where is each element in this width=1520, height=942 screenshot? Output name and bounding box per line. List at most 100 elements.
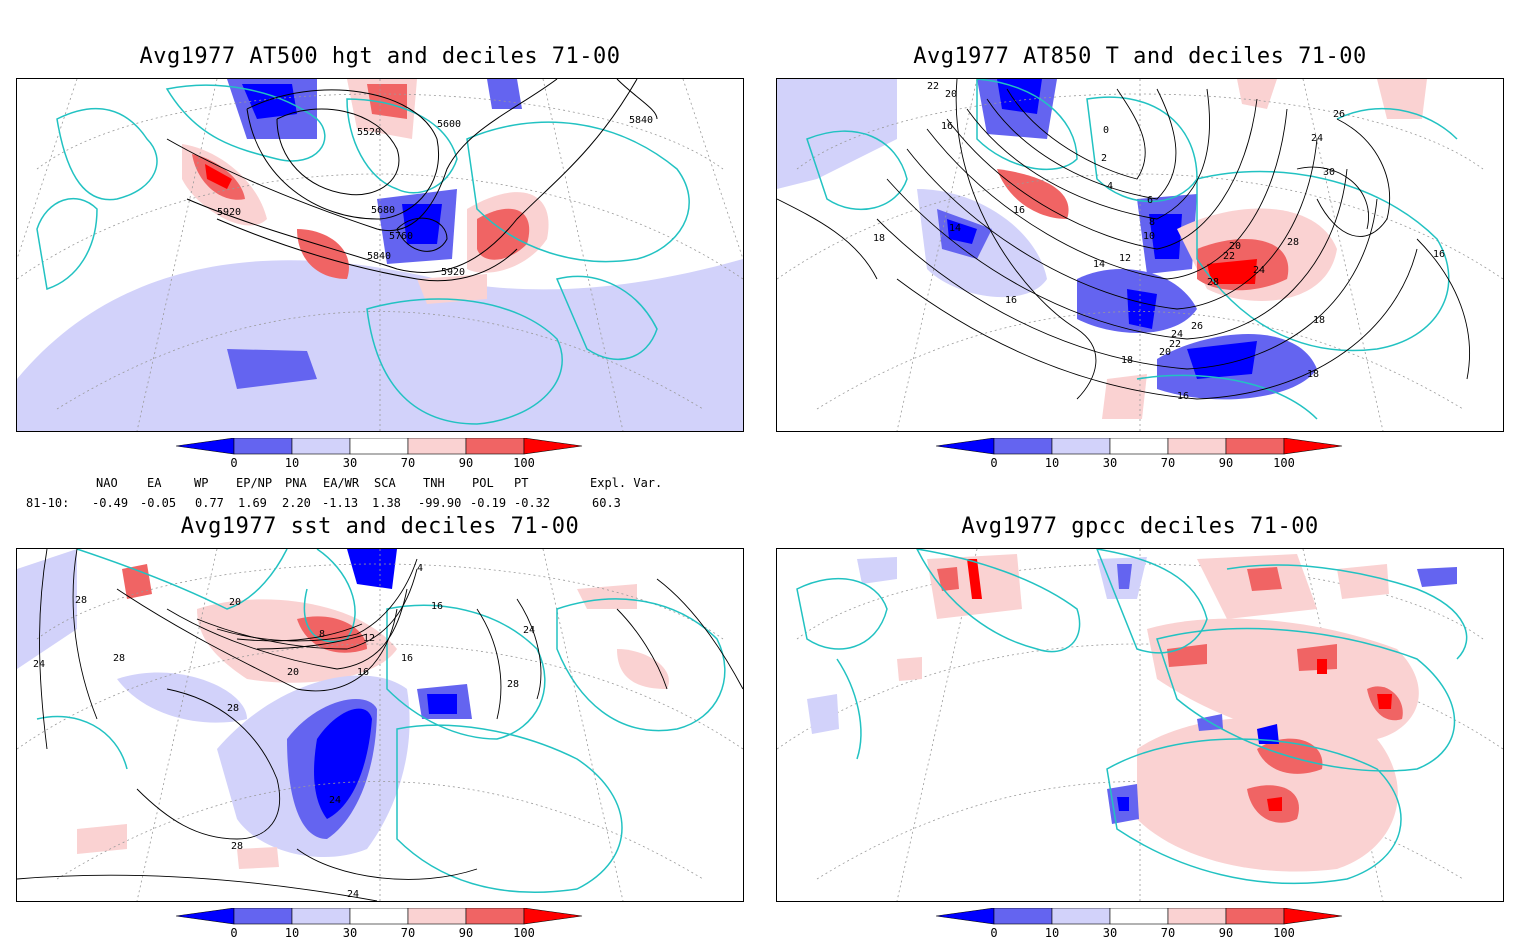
colorbar-tick: 30 <box>343 456 357 468</box>
coastlines <box>36 84 690 425</box>
panel-title-gpcc: Avg1977 gpcc deciles 71-00 <box>961 514 1319 539</box>
colorbar-tick: 90 <box>459 926 473 938</box>
contour-label: 5920 <box>441 267 465 278</box>
contour-label: 10 <box>1143 231 1155 242</box>
panel-title-t850: Avg1977 AT850 T and deciles 71-00 <box>913 44 1367 69</box>
contour-label: 16 <box>431 601 443 612</box>
contour-label: 5840 <box>367 251 391 262</box>
contour-label: 5600 <box>437 119 461 130</box>
contour-label: 22 <box>1223 251 1235 262</box>
colorbar-tick: 30 <box>1103 926 1117 938</box>
index-header: SCA <box>374 476 396 490</box>
contour-label: 18 <box>1307 369 1319 380</box>
colorbar-tick: 10 <box>285 456 299 468</box>
contour-label: 14 <box>949 223 961 234</box>
index-value: 2.20 <box>282 496 311 510</box>
contour-label: 28 <box>1287 237 1299 248</box>
contour-label: 16 <box>357 667 369 678</box>
contour-label: 4 <box>417 563 423 574</box>
precip-decile-shading <box>807 554 1457 872</box>
index-header: EA <box>147 476 162 490</box>
contour-label: 28 <box>1207 277 1219 288</box>
contour-label: 5680 <box>371 205 395 216</box>
index-value: -1.13 <box>322 496 359 510</box>
contour-label: 12 <box>363 633 375 644</box>
colorbar-left-top: 0 10 30 70 90 100 <box>175 437 586 470</box>
contour-label: 16 <box>941 121 953 132</box>
contour-label: 5840 <box>629 115 653 126</box>
contour-label: 28 <box>231 841 243 852</box>
graticule <box>17 79 743 431</box>
index-value: -0.19 <box>470 496 507 510</box>
decile-shading <box>17 549 669 869</box>
index-value: -0.32 <box>514 496 551 510</box>
colorbar-tick: 30 <box>1103 456 1117 468</box>
colorbar-tick: 70 <box>1161 926 1175 938</box>
contour-label: 5520 <box>357 127 381 138</box>
contour-label: 8 <box>319 629 325 640</box>
contour-label: 20 <box>945 89 957 100</box>
panel-title-hgt500: Avg1977 AT500 hgt and deciles 71-00 <box>139 44 621 69</box>
contour-label: 28 <box>113 653 125 664</box>
contour-labels: 22 20 16 14 16 18 0 2 4 6 8 10 12 14 16 … <box>873 81 1445 402</box>
contour-labels: 5520 5600 5840 5920 5680 5760 5840 5920 <box>217 115 653 278</box>
contour-label: 24 <box>347 889 359 900</box>
decile-shading <box>777 79 1427 419</box>
colorbar-tick: 10 <box>285 926 299 938</box>
colorbar-tick: 100 <box>513 456 535 468</box>
contour-label: 14 <box>1093 259 1105 270</box>
colorbar-tick: 100 <box>1273 926 1295 938</box>
index-value: -99.90 <box>418 496 462 510</box>
colorbar-tick: 0 <box>990 456 997 468</box>
colorbar-tick: 30 <box>343 926 357 938</box>
index-header: PT <box>514 476 529 490</box>
contour-label: 16 <box>1177 391 1189 402</box>
index-value: 0.77 <box>195 496 224 510</box>
colorbar-right-bottom: 0 10 30 70 90 100 <box>935 907 1346 940</box>
contour-label: 28 <box>507 679 519 690</box>
contour-label: 28 <box>75 595 87 606</box>
panel-title-sst: Avg1977 sst and deciles 71-00 <box>180 514 580 539</box>
contour-label: 24 <box>1253 265 1265 276</box>
colorbar-tick: 90 <box>1219 456 1233 468</box>
contour-label: 18 <box>873 233 885 244</box>
contour-labels: 28 24 28 28 20 8 12 16 20 16 24 28 24 28… <box>33 563 535 900</box>
contour-label: 4 <box>1107 181 1113 192</box>
colorbar-tick: 90 <box>459 456 473 468</box>
contour-label: 5920 <box>217 207 241 218</box>
contour-label: 26 <box>1333 109 1345 120</box>
index-header: EA/WR <box>323 476 360 490</box>
map-panel-t850: 22 20 16 14 16 18 0 2 4 6 8 10 12 14 16 … <box>776 78 1504 432</box>
colorbar-tick: 90 <box>1219 926 1233 938</box>
index-value: -0.49 <box>92 496 129 510</box>
contour-label: 18 <box>1313 315 1325 326</box>
graticule <box>17 549 743 901</box>
coastlines <box>806 79 1458 420</box>
index-header: PNA <box>285 476 307 490</box>
index-header: POL <box>472 476 494 490</box>
contour-label: 16 <box>1013 205 1025 216</box>
map-panel-gpcc <box>776 548 1504 902</box>
index-value: 1.38 <box>372 496 401 510</box>
contour-label: 20 <box>287 667 299 678</box>
colorbar-left-bottom: 0 10 30 70 90 100 <box>175 907 586 940</box>
colorbar-tick: 10 <box>1045 456 1059 468</box>
contour-label: 20 <box>1229 241 1241 252</box>
index-row-label: 81-10: <box>26 496 70 510</box>
contour-label: 24 <box>1311 133 1323 144</box>
colorbar-tick: 0 <box>230 926 237 938</box>
contour-label: 5760 <box>389 231 413 242</box>
coastlines <box>796 549 1468 885</box>
contour-label: 6 <box>1147 195 1153 206</box>
index-header: Expl. Var. <box>590 476 663 490</box>
height-contours <box>166 79 658 282</box>
colorbar-tick: 0 <box>990 926 997 938</box>
coastlines <box>36 549 726 893</box>
contour-label: 30 <box>1323 167 1335 178</box>
contour-label: 24 <box>329 795 341 806</box>
contour-label: 24 <box>523 625 535 636</box>
contour-label: 16 <box>1433 249 1445 260</box>
map-panel-sst: 28 24 28 28 20 8 12 16 20 16 24 28 24 28… <box>16 548 744 902</box>
contour-label: 2 <box>1101 153 1107 164</box>
teleconnection-indices: NAO EA WP EP/NP PNA EA/WR SCA TNH POL PT… <box>0 474 740 514</box>
